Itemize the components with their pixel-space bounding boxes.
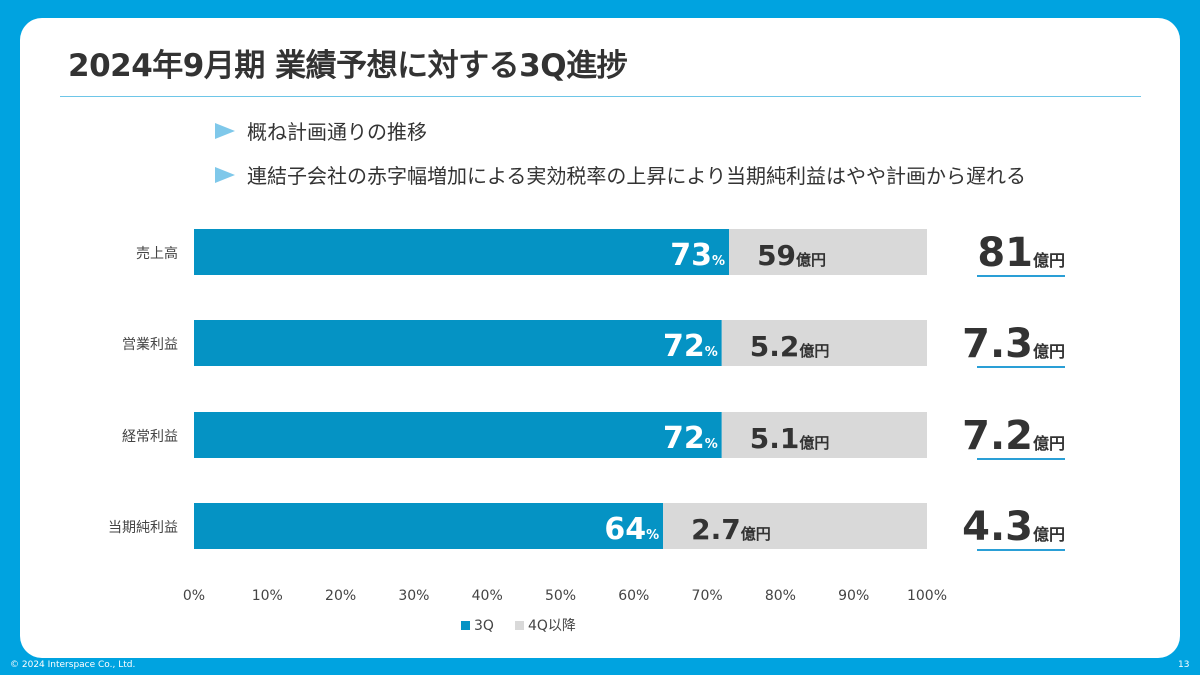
bar-label-3q-unit: % bbox=[646, 528, 659, 543]
x-tick-label: 0% bbox=[183, 588, 205, 604]
bar-label-remaining: 2.7億円 bbox=[691, 513, 771, 546]
bar-label-3q-unit: % bbox=[705, 345, 718, 360]
bar-3q bbox=[194, 320, 722, 366]
bar-3q bbox=[194, 229, 730, 275]
forecast-unit: 億円 bbox=[1033, 342, 1065, 361]
x-tick-label: 100% bbox=[907, 588, 947, 604]
title-divider bbox=[60, 96, 1141, 97]
bullet-text: 概ね計画通りの推移 bbox=[247, 120, 427, 144]
legend-label: 3Q bbox=[474, 618, 494, 634]
bullet-item-1: 概ね計画通りの推移 bbox=[215, 116, 427, 145]
bar-3q bbox=[194, 412, 722, 458]
bar-label-3q: 72% bbox=[663, 329, 718, 364]
bar-4q-remaining bbox=[721, 412, 927, 458]
bar-label-3q: 73% bbox=[670, 238, 725, 273]
bar-label-remaining: 59億円 bbox=[757, 239, 826, 272]
bullet-text: 連結子会社の赤字幅増加による実効税率の上昇により当期純利益はやや計画から遅れる bbox=[247, 164, 1026, 188]
bar-label-remaining-value: 59 bbox=[757, 239, 796, 272]
forecast-label: 4.3億円 bbox=[962, 504, 1065, 550]
forecast-label: 81億円 bbox=[977, 230, 1065, 276]
category-label: 営業利益 bbox=[122, 337, 178, 353]
copyright: © 2024 Interspace Co., Ltd. bbox=[10, 660, 136, 670]
category-label: 当期純利益 bbox=[108, 520, 178, 536]
bar-3q bbox=[194, 503, 664, 549]
x-tick-label: 50% bbox=[545, 588, 576, 604]
bullet-arrow-icon bbox=[215, 122, 235, 139]
forecast-value: 7.3 bbox=[962, 321, 1033, 367]
category-label: 売上高 bbox=[136, 245, 178, 262]
legend-label: 4Q以降 bbox=[528, 618, 576, 634]
bar-label-remaining-value: 2.7 bbox=[691, 513, 741, 546]
bar-label-remaining-value: 5.1 bbox=[750, 422, 800, 455]
forecast-unit: 億円 bbox=[1033, 525, 1065, 544]
bar-label-remaining-value: 5.2 bbox=[750, 330, 800, 363]
bar-label-remaining-unit: 億円 bbox=[799, 434, 829, 452]
bar-label-remaining-unit: 億円 bbox=[799, 342, 829, 360]
x-tick-label: 80% bbox=[765, 588, 796, 604]
bar-label-3q: 64% bbox=[604, 512, 659, 547]
bar-4q-remaining bbox=[663, 503, 927, 549]
x-tick-label: 70% bbox=[692, 588, 723, 604]
forecast-value: 7.2 bbox=[962, 413, 1033, 459]
forecast-label: 7.2億円 bbox=[962, 413, 1065, 459]
x-tick-label: 20% bbox=[325, 588, 356, 604]
forecast-label: 7.3億円 bbox=[962, 321, 1065, 367]
bar-label-remaining-unit: 億円 bbox=[796, 251, 826, 269]
bar-label-remaining: 5.2億円 bbox=[750, 330, 830, 363]
bar-label-3q: 72% bbox=[663, 421, 718, 456]
bar-label-remaining: 5.1億円 bbox=[750, 422, 830, 455]
x-tick-label: 90% bbox=[838, 588, 869, 604]
category-label: 経常利益 bbox=[122, 429, 178, 445]
page-number: 13 bbox=[1178, 660, 1190, 670]
bar-4q-remaining bbox=[729, 229, 927, 275]
forecast-value: 81 bbox=[977, 230, 1033, 276]
bar-4q-remaining bbox=[721, 320, 927, 366]
forecast-unit: 億円 bbox=[1033, 434, 1065, 453]
x-tick-label: 30% bbox=[398, 588, 429, 604]
x-tick-label: 40% bbox=[472, 588, 503, 604]
bar-label-3q-unit: % bbox=[705, 437, 718, 452]
page-title: 2024年9月期 業績予想に対する3Q進捗 bbox=[68, 48, 628, 84]
legend-swatch bbox=[461, 621, 470, 630]
bullet-item-2: 連結子会社の赤字幅増加による実効税率の上昇により当期純利益はやや計画から遅れる bbox=[215, 160, 1026, 189]
bar-label-3q-unit: % bbox=[712, 254, 725, 269]
x-tick-label: 60% bbox=[618, 588, 649, 604]
forecast-value: 4.3 bbox=[962, 504, 1033, 550]
bar-label-remaining-unit: 億円 bbox=[741, 525, 771, 543]
legend-swatch bbox=[515, 621, 524, 630]
bar-label-3q-value: 72 bbox=[663, 329, 705, 364]
bullet-arrow-icon bbox=[215, 166, 235, 183]
forecast-unit: 億円 bbox=[1033, 251, 1065, 270]
bar-label-3q-value: 73 bbox=[670, 238, 712, 273]
bar-label-3q-value: 72 bbox=[663, 421, 705, 456]
bar-label-3q-value: 64 bbox=[604, 512, 646, 547]
x-tick-label: 10% bbox=[252, 588, 283, 604]
